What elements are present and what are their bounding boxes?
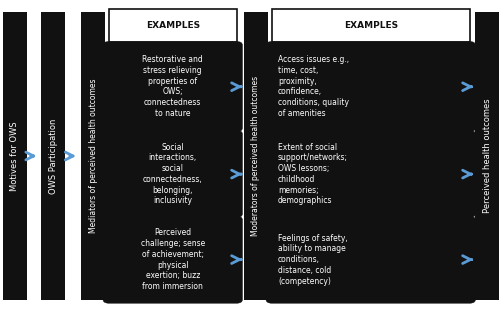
Text: Mediators of perceived health outcomes: Mediators of perceived health outcomes [88, 79, 98, 233]
FancyBboxPatch shape [103, 216, 242, 303]
FancyBboxPatch shape [2, 12, 26, 300]
Text: Perceived
challenge; sense
of achievement;
physical
exertion; buzz
from immersio: Perceived challenge; sense of achievemen… [140, 228, 205, 291]
FancyBboxPatch shape [266, 216, 476, 303]
Text: EXAMPLES: EXAMPLES [146, 21, 200, 30]
Text: EXAMPLES: EXAMPLES [344, 21, 398, 30]
Text: Motives for OWS: Motives for OWS [10, 121, 19, 191]
Text: Access issues e.g.,
time, cost,
proximity,
confidence,
conditions, quality
of am: Access issues e.g., time, cost, proximit… [278, 55, 349, 118]
FancyBboxPatch shape [475, 12, 499, 300]
FancyBboxPatch shape [109, 9, 236, 42]
Text: Perceived health outcomes: Perceived health outcomes [482, 99, 492, 213]
FancyBboxPatch shape [244, 12, 268, 300]
FancyBboxPatch shape [266, 130, 476, 217]
FancyBboxPatch shape [266, 41, 476, 132]
Text: Extent of social
support/networks;
OWS lessons;
childhood
memories;
demographics: Extent of social support/networks; OWS l… [278, 143, 348, 205]
FancyBboxPatch shape [272, 9, 469, 42]
Text: Moderators of perceived health outcomes: Moderators of perceived health outcomes [252, 76, 260, 236]
Text: OWS Participation: OWS Participation [48, 118, 58, 194]
FancyBboxPatch shape [103, 41, 242, 132]
FancyBboxPatch shape [41, 12, 65, 300]
FancyBboxPatch shape [103, 130, 242, 217]
Text: Restorative and
stress relieving
properties of
OWS;
connectedness
to nature: Restorative and stress relieving propert… [142, 55, 203, 118]
Text: Social
interactions,
social
connectedness,
belonging,
inclusivity: Social interactions, social connectednes… [143, 143, 203, 205]
FancyBboxPatch shape [81, 12, 105, 300]
Text: Feelings of safety,
ability to manage
conditions,
distance, cold
(competency): Feelings of safety, ability to manage co… [278, 234, 348, 286]
